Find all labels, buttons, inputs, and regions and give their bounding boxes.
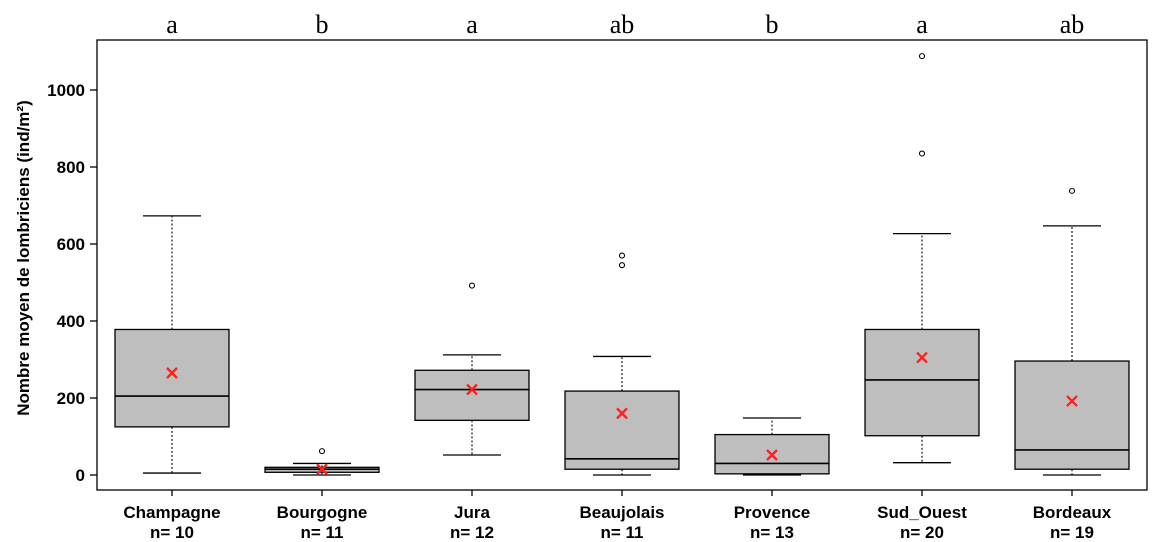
significance-letters: a b a ab b a ab: [166, 10, 1084, 39]
box-iqr: [565, 391, 679, 469]
category-n-label: n= 11: [300, 523, 343, 542]
box-champagne: [115, 216, 229, 473]
significance-letter: b: [316, 10, 329, 39]
outlier-point: [470, 283, 475, 288]
category-n-label: n= 10: [150, 523, 194, 542]
box-beaujolais: [565, 253, 679, 475]
box-iqr: [865, 329, 979, 435]
category-n-label: n= 11: [600, 523, 643, 542]
y-axis-label: Nombre moyen de lombriciens (ind/m²): [14, 100, 33, 416]
category-label: Bordeaux: [1033, 503, 1112, 522]
category-n-label: n= 12: [450, 523, 494, 542]
box-iqr: [415, 370, 529, 420]
box-provence: [715, 418, 829, 475]
category-n-label: n= 13: [750, 523, 794, 542]
y-axis: 0 200 400 600 800 1000: [47, 81, 97, 485]
box-bourgogne: [265, 449, 379, 475]
category-n-label: n= 20: [900, 523, 944, 542]
significance-letter: ab: [1060, 10, 1085, 39]
box-iqr: [115, 329, 229, 426]
category-label: Sud_Ouest: [877, 503, 967, 522]
y-tick-label: 200: [57, 389, 85, 408]
outlier-point: [620, 253, 625, 258]
outlier-point: [920, 54, 925, 59]
y-tick-label: 0: [76, 466, 85, 485]
box-sud_ouest: [865, 54, 979, 463]
box-iqr: [1015, 361, 1129, 469]
category-label: Jura: [454, 503, 490, 522]
significance-letter: a: [466, 10, 478, 39]
category-label: Provence: [734, 503, 811, 522]
significance-letter: a: [166, 10, 178, 39]
significance-letter: b: [766, 10, 779, 39]
significance-letter: ab: [610, 10, 635, 39]
y-tick-label: 800: [57, 158, 85, 177]
category-label: Beaujolais: [579, 503, 664, 522]
y-tick-label: 400: [57, 312, 85, 331]
significance-letter: a: [916, 10, 928, 39]
outlier-point: [1070, 188, 1075, 193]
outlier-point: [320, 449, 325, 454]
y-tick-label: 600: [57, 235, 85, 254]
outlier-point: [920, 151, 925, 156]
category-label: Champagne: [123, 503, 220, 522]
category-n-label: n= 19: [1050, 523, 1094, 542]
category-label: Bourgogne: [277, 503, 368, 522]
box-bordeaux: [1015, 188, 1129, 475]
boxes: [115, 54, 1129, 475]
y-tick-label: 1000: [47, 81, 85, 100]
outlier-point: [620, 263, 625, 268]
box-jura: [415, 283, 529, 455]
